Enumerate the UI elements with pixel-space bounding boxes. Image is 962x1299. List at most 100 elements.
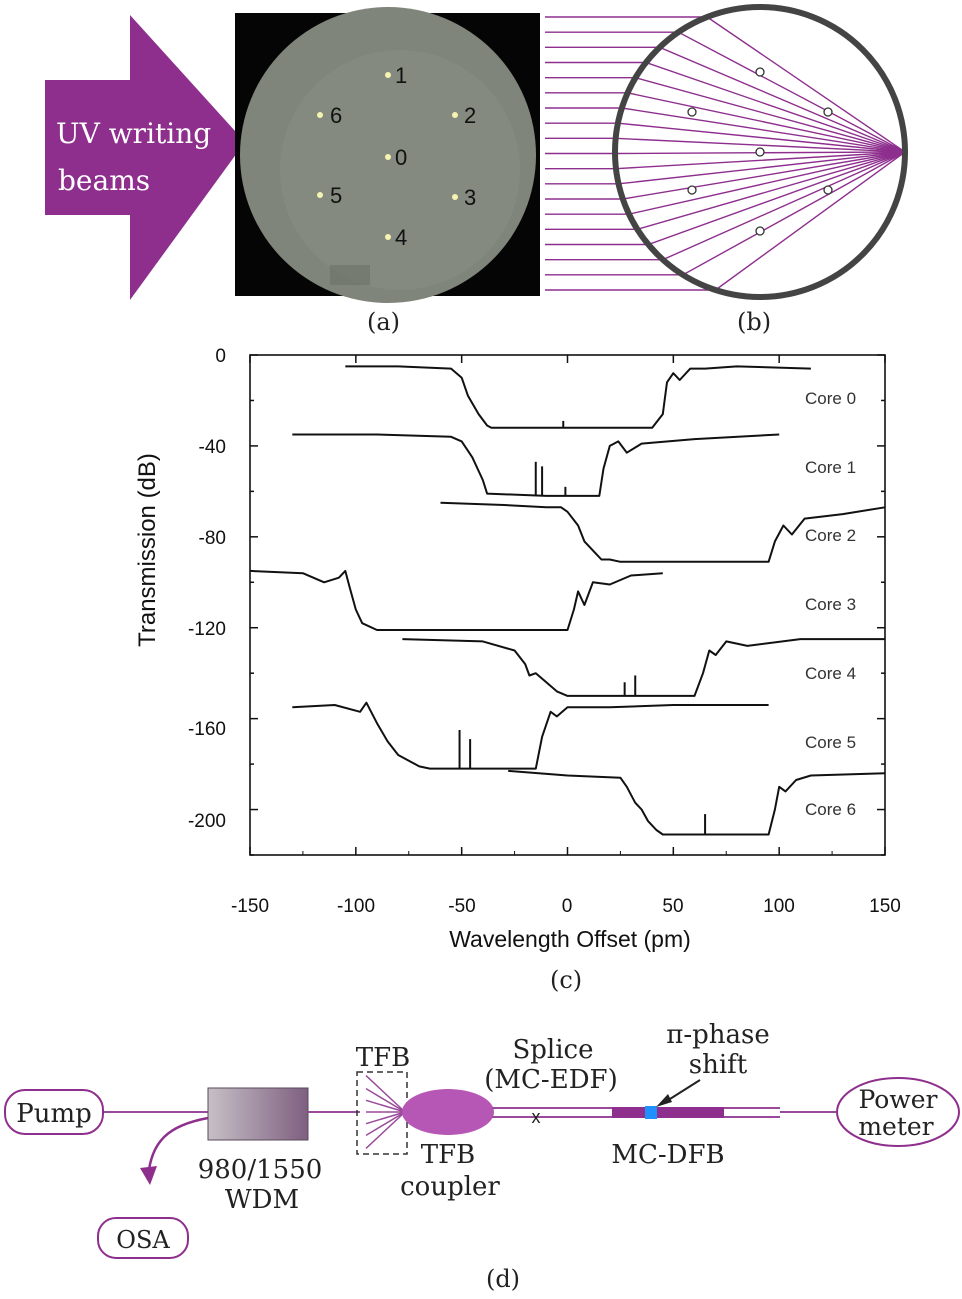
caption-c: (c) — [550, 966, 582, 994]
phase-label-2: shift — [689, 1050, 748, 1080]
core-label-3: 3 — [464, 185, 476, 210]
osa-box — [97, 1217, 189, 1259]
y-tick-label: -80 — [199, 528, 226, 549]
core-dot — [385, 154, 391, 160]
core-marker — [823, 185, 833, 195]
core-label-1: 1 — [395, 63, 407, 88]
y-tick-label: 0 — [215, 346, 226, 367]
core-label-6: 6 — [330, 103, 342, 128]
core-label-4: 4 — [395, 225, 407, 250]
uv-beam-line — [545, 151, 906, 276]
series-label-core-6: Core 6 — [805, 800, 856, 819]
caption-d: (d) — [486, 1265, 520, 1293]
uv-beam-line — [545, 151, 906, 155]
uv-arrow-text-1: UV writing — [56, 117, 211, 150]
phase-label-1: π-phase — [666, 1020, 770, 1050]
series-line-core-2 — [440, 501, 886, 563]
wdm-box — [207, 1087, 309, 1141]
pi-phase-shift-marker — [645, 1106, 657, 1119]
series-line-core-1 — [292, 433, 780, 497]
uv-beam-lines — [545, 16, 906, 291]
chart-series — [249, 365, 886, 836]
core-dot — [317, 112, 323, 118]
panel-b: (b) — [545, 4, 908, 336]
series-line-core-6 — [508, 769, 886, 836]
y-axis-label: Transmission (dB) — [134, 453, 161, 647]
panel-a: UV writing beams 0 1 2 3 4 5 6 (a) — [45, 7, 540, 336]
series-label-core-5: Core 5 — [805, 733, 856, 752]
uv-beam-line — [545, 151, 906, 246]
core-marker — [687, 185, 697, 195]
tfb-fan-fiber — [365, 1099, 406, 1113]
x-axis-label: Wavelength Offset (pm) — [449, 926, 691, 952]
fiber-crack — [330, 265, 370, 285]
splice-label-1: Splice — [512, 1035, 593, 1065]
series-label-core-4: Core 4 — [805, 664, 856, 683]
pump-label: Pump — [16, 1099, 92, 1129]
x-tick-label: 150 — [869, 896, 901, 917]
phase-shift-arrowhead — [656, 1094, 672, 1107]
x-tick-label: -150 — [231, 896, 269, 917]
core-marker — [755, 67, 765, 77]
mc-dfb-label: MC-DFB — [611, 1140, 724, 1170]
y-tick-label: -160 — [188, 719, 226, 740]
panel-c: -150 -100 -50 0 50 100 150 0 -40 -80 -12… — [134, 346, 901, 994]
series-line-core-4 — [402, 638, 885, 697]
splice-mark: x — [532, 1107, 541, 1127]
splice-label-2: (MC-EDF) — [484, 1065, 617, 1095]
osa-label: OSA — [116, 1226, 170, 1254]
core-dot — [385, 234, 391, 240]
core-dot — [317, 192, 323, 198]
wdm-label-2: WDM — [225, 1185, 299, 1215]
tfb-fan-fiber — [365, 1075, 406, 1113]
y-tick-label: -200 — [188, 811, 226, 832]
series-label-core-2: Core 2 — [805, 526, 856, 545]
uv-arrow — [45, 15, 245, 300]
core-marker — [687, 107, 697, 117]
y-tick-label: -40 — [199, 437, 226, 458]
x-tick-label: 100 — [763, 896, 795, 917]
power-meter-label-1: Power — [858, 1085, 937, 1114]
coupler-label-2: coupler — [400, 1172, 500, 1202]
core-dot — [452, 194, 458, 200]
core-label-2: 2 — [464, 103, 476, 128]
series-label-core-1: Core 1 — [805, 458, 856, 477]
plot-frame — [249, 354, 886, 856]
tfb-coupler — [402, 1089, 494, 1135]
series-label-core-0: Core 0 — [805, 389, 856, 408]
caption-b: (b) — [737, 308, 771, 336]
power-meter — [836, 1077, 960, 1147]
uv-arrow-text-2: beams — [58, 164, 150, 197]
tfb-fan-fiber — [365, 1111, 406, 1149]
power-meter-label-2: meter — [858, 1112, 933, 1141]
caption-a: (a) — [367, 308, 400, 336]
y-tick-label: -120 — [188, 619, 226, 640]
tfb-label: TFB — [356, 1043, 411, 1073]
core-label-0: 0 — [395, 145, 407, 170]
core-marker — [823, 107, 833, 117]
series-line-core-0 — [345, 365, 811, 429]
series-line-core-5 — [292, 701, 769, 770]
core-marker — [755, 226, 765, 236]
x-tick-label: -50 — [448, 896, 475, 917]
core-marker — [755, 147, 765, 157]
chart-ticks — [249, 354, 886, 856]
coupler-label-1: TFB — [421, 1140, 476, 1170]
pump-box — [4, 1089, 104, 1135]
panel-d: Pump OSA 980/1550 WDM TFB TFB coupler Sp… — [4, 1020, 960, 1293]
core-label-5: 5 — [330, 183, 342, 208]
fiber-shade — [280, 50, 520, 290]
x-tick-label: -100 — [337, 896, 375, 917]
x-tick-label: 50 — [662, 896, 683, 917]
osa-arrowhead — [140, 1166, 157, 1185]
tfb-fan-fiber — [365, 1111, 406, 1137]
x-tick-label: 0 — [562, 896, 573, 917]
tfb-fan-fiber — [365, 1111, 406, 1125]
fiber-outline — [612, 4, 908, 300]
series-label-core-3: Core 3 — [805, 595, 856, 614]
core-dot — [452, 112, 458, 118]
series-line-core-3 — [249, 569, 663, 631]
core-dot — [385, 72, 391, 78]
tfb-fan-fiber — [365, 1087, 406, 1113]
